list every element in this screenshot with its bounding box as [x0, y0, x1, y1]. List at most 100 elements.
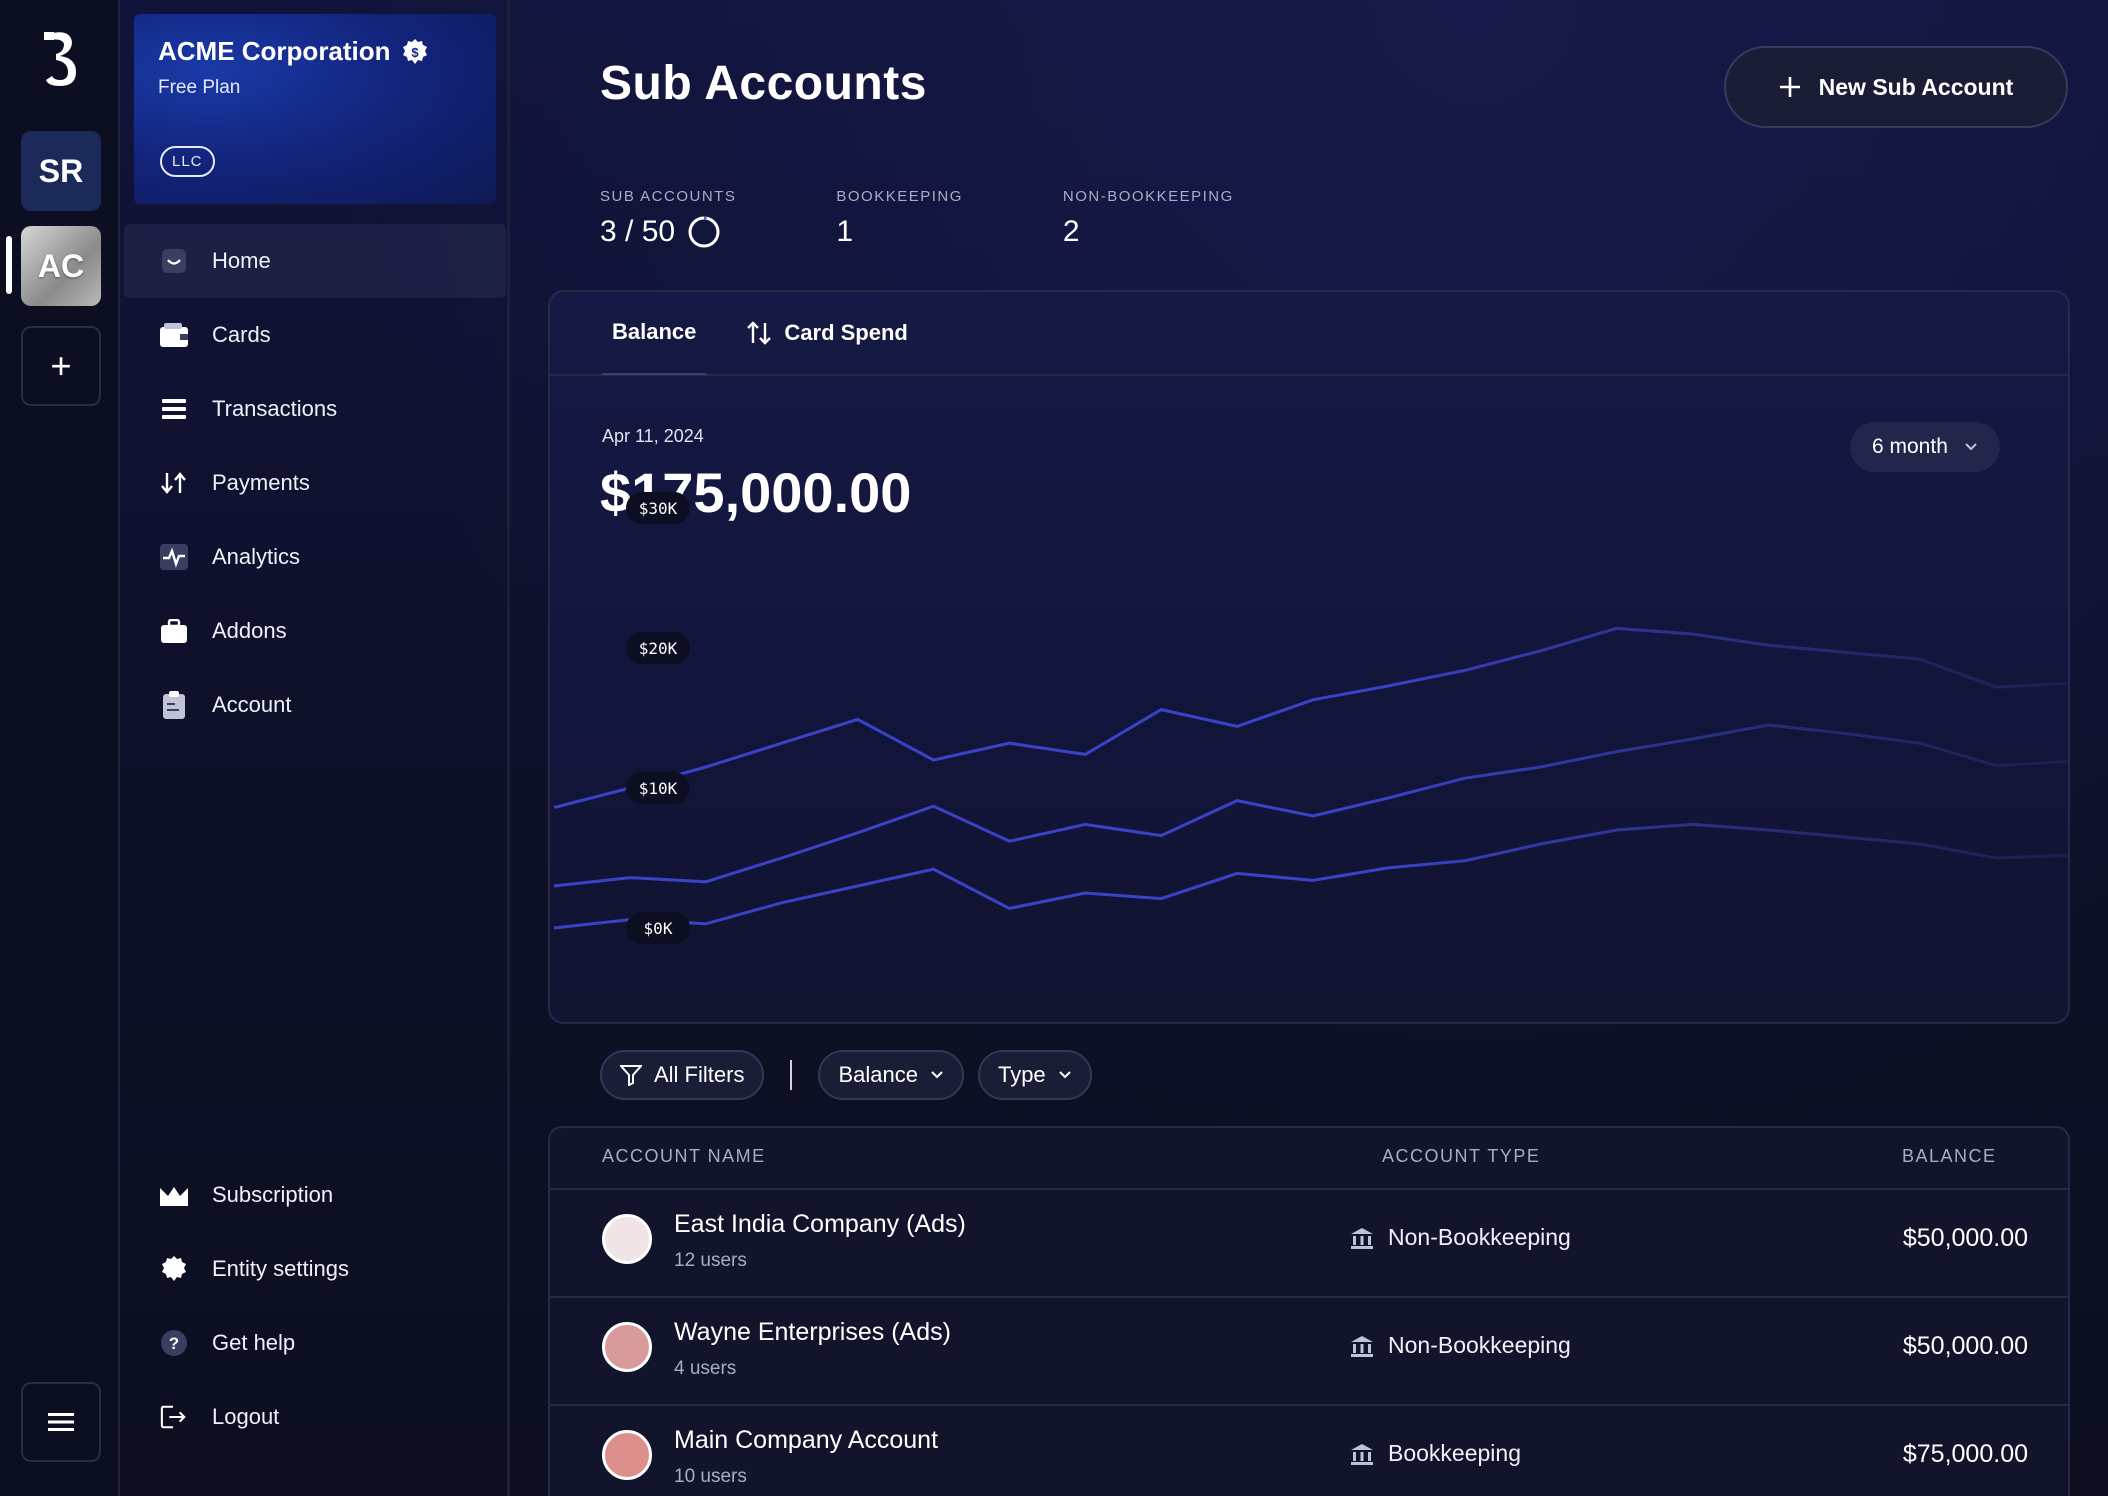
main-nav: Home Cards Transactions Payments Analyti…: [120, 224, 510, 742]
table-row[interactable]: East India Company (Ads) 12 users Non-Bo…: [550, 1190, 2068, 1298]
crown-icon: [160, 1181, 188, 1209]
wallet-icon: [160, 321, 188, 349]
briefcase-icon: [160, 617, 188, 645]
svg-text:$0K: $0K: [644, 919, 673, 938]
nav-item-get-help[interactable]: ? Get help: [120, 1306, 510, 1380]
stats-row: SUB ACCOUNTS 3 / 50 BOOKKEEPING 1 NON-BO…: [600, 188, 1334, 249]
account-users: 10 users: [674, 1466, 747, 1487]
nav-label-transactions: Transactions: [212, 396, 338, 421]
nav-item-cards[interactable]: Cards: [120, 298, 510, 372]
account-type: Bookkeeping: [1350, 1440, 1521, 1467]
sub-accounts-table: ACCOUNT NAME ACCOUNT TYPE BALANCE East I…: [548, 1126, 2070, 1496]
nav-item-account[interactable]: Account: [120, 668, 510, 742]
add-account-button[interactable]: +: [21, 326, 101, 406]
chart-date: Apr 11, 2024: [602, 426, 704, 446]
home-icon: [160, 247, 188, 275]
verified-badge-icon: $: [402, 38, 427, 64]
org-name-row: ACME Corporation $: [158, 36, 472, 67]
table-row[interactable]: Main Company Account 10 users Bookkeepin…: [550, 1406, 2068, 1496]
range-select[interactable]: 6 month: [1850, 422, 2000, 472]
secondary-nav: Subscription Entity settings ? Get help …: [120, 1158, 510, 1454]
account-balance: $75,000.00: [1902, 1440, 2028, 1468]
account-rail: SR AC +: [0, 0, 120, 1496]
nav-item-entity-settings[interactable]: Entity settings: [120, 1232, 510, 1306]
chevron-down-icon: [1058, 1071, 1071, 1079]
account-users: 12 users: [674, 1250, 747, 1271]
nav-label-payments: Payments: [212, 470, 310, 495]
nav-item-subscription[interactable]: Subscription: [120, 1158, 510, 1232]
column-header-balance[interactable]: BALANCE: [1902, 1146, 1997, 1166]
plus-icon: [1779, 77, 1800, 97]
table-header: ACCOUNT NAME ACCOUNT TYPE BALANCE: [550, 1128, 2068, 1190]
tab-card-spend[interactable]: Card Spend: [746, 292, 908, 375]
logout-icon: [160, 1403, 188, 1431]
new-sub-account-label: New Sub Account: [1818, 73, 2014, 100]
account-switch-ac[interactable]: AC: [21, 226, 101, 306]
account-type-label: Bookkeeping: [1388, 1440, 1521, 1466]
bank-icon: [1351, 1227, 1373, 1249]
stat-sub-accounts: SUB ACCOUNTS 3 / 50: [600, 188, 736, 249]
column-header-account-name[interactable]: ACCOUNT NAME: [602, 1146, 766, 1166]
stat-label: BOOKKEEPING: [836, 188, 963, 205]
stat-value: 3 / 50: [600, 215, 676, 248]
tab-label-card-spend: Card Spend: [784, 320, 908, 345]
nav-label-logout: Logout: [212, 1404, 280, 1429]
stat-value: 2: [1062, 215, 1080, 248]
chart-series-line: [553, 723, 2068, 888]
balance-filter-label: Balance: [838, 1062, 918, 1087]
help-icon: ?: [160, 1329, 188, 1357]
type-filter[interactable]: Type: [977, 1050, 1092, 1100]
stat-value-row: 3 / 50: [600, 215, 736, 249]
swap-vertical-icon: [747, 321, 772, 345]
nav-item-addons[interactable]: Addons: [120, 594, 510, 668]
org-plan: Free Plan: [158, 77, 241, 98]
account-type-label: Non-Bookkeeping: [1388, 1332, 1571, 1358]
account-name: East India Company (Ads): [674, 1210, 966, 1238]
stat-bookkeeping: BOOKKEEPING 1: [836, 188, 963, 249]
stat-value: 1: [836, 215, 854, 248]
bank-icon: [1351, 1335, 1373, 1357]
page-title: Sub Accounts: [600, 57, 927, 110]
account-name: Main Company Account: [674, 1426, 939, 1454]
nav-label-account: Account: [212, 692, 292, 717]
column-header-account-type[interactable]: ACCOUNT TYPE: [1382, 1146, 1541, 1166]
balance-filter[interactable]: Balance: [818, 1050, 964, 1100]
chart-card: Balance Card Spend Apr 11, 2024 $175,000…: [548, 290, 2070, 1024]
nav-label-home: Home: [212, 248, 271, 273]
list-icon: [160, 395, 188, 423]
account-avatar: [602, 1322, 652, 1372]
y-tick-label: $0K: [626, 912, 690, 944]
all-filters-label: All Filters: [654, 1062, 745, 1087]
nav-item-logout[interactable]: Logout: [120, 1380, 510, 1454]
new-sub-account-button[interactable]: New Sub Account: [1724, 46, 2068, 128]
tab-balance[interactable]: Balance: [602, 292, 707, 375]
nav-item-home[interactable]: Home: [124, 224, 506, 298]
y-tick-label: $30K: [626, 492, 690, 524]
chart-series-line: [553, 626, 2068, 810]
nav-label-cards: Cards: [212, 322, 271, 347]
nav-item-payments[interactable]: Payments: [120, 446, 510, 520]
nav-label-subscription: Subscription: [212, 1182, 334, 1207]
svg-text:$30K: $30K: [639, 499, 678, 518]
menu-button[interactable]: [21, 1382, 101, 1462]
svg-text:$10K: $10K: [639, 779, 678, 798]
svg-text:$: $: [411, 45, 419, 60]
account-type: Non-Bookkeeping: [1350, 1224, 1571, 1251]
account-name: Wayne Enterprises (Ads): [674, 1318, 951, 1346]
bank-icon: [1351, 1443, 1373, 1465]
usage-ring-icon: [688, 216, 720, 248]
nav-item-transactions[interactable]: Transactions: [120, 372, 510, 446]
y-tick-label: $20K: [626, 632, 690, 664]
table-row[interactable]: Wayne Enterprises (Ads) 4 users Non-Book…: [550, 1298, 2068, 1406]
type-filter-label: Type: [997, 1062, 1046, 1087]
account-balance: $50,000.00: [1902, 1332, 2028, 1360]
nav-item-analytics[interactable]: Analytics: [120, 520, 510, 594]
nav-label-get-help: Get help: [212, 1330, 296, 1355]
account-switch-sr[interactable]: SR: [21, 131, 101, 211]
all-filters-button[interactable]: All Filters: [600, 1050, 765, 1100]
org-card[interactable]: ACME Corporation $ Free Plan LLC: [134, 14, 496, 204]
nav-label-analytics: Analytics: [212, 544, 301, 569]
arrows-icon: [160, 469, 188, 497]
chart-series-line: [553, 822, 2068, 930]
filter-divider: [790, 1060, 793, 1090]
